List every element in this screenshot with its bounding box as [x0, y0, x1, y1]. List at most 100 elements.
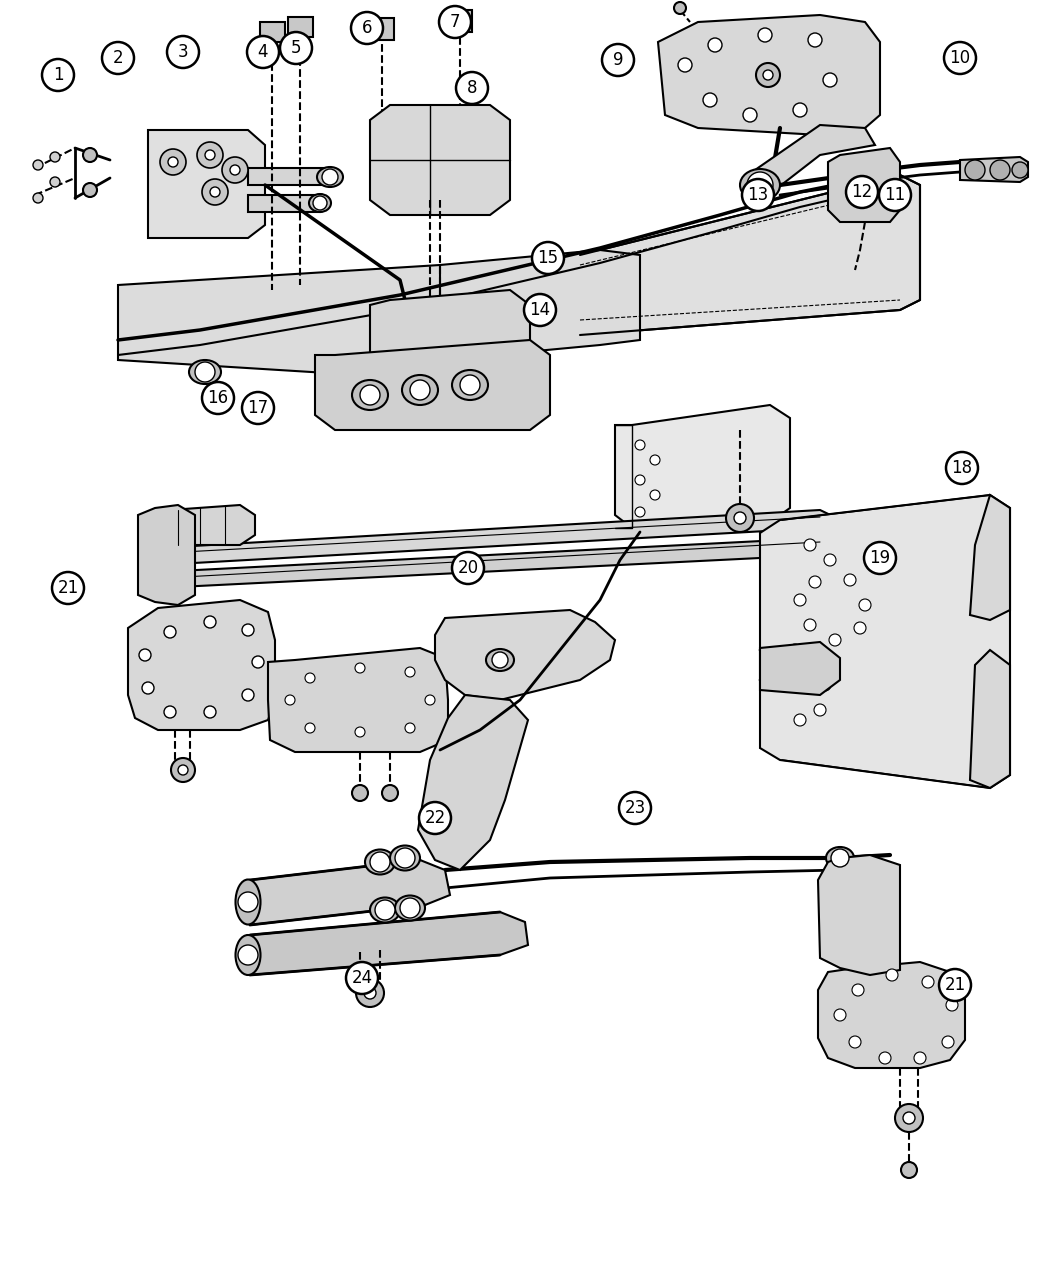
Ellipse shape [486, 649, 514, 671]
Ellipse shape [316, 167, 343, 187]
Bar [370, 18, 394, 39]
Circle shape [743, 108, 757, 122]
Circle shape [197, 143, 223, 168]
Circle shape [635, 475, 645, 485]
Circle shape [942, 1036, 954, 1048]
Circle shape [734, 512, 746, 524]
Circle shape [50, 177, 60, 187]
Circle shape [405, 723, 415, 733]
Circle shape [726, 504, 754, 532]
Circle shape [167, 36, 199, 67]
Bar [260, 22, 285, 42]
Circle shape [823, 73, 837, 87]
Circle shape [703, 93, 717, 107]
Circle shape [524, 294, 556, 326]
Circle shape [678, 59, 692, 73]
Text: 11: 11 [885, 186, 905, 204]
Circle shape [419, 802, 451, 834]
Ellipse shape [452, 370, 488, 400]
Text: 9: 9 [613, 51, 624, 69]
Circle shape [903, 1113, 915, 1124]
Circle shape [313, 196, 327, 210]
Circle shape [280, 32, 312, 64]
Circle shape [756, 62, 780, 87]
Circle shape [864, 542, 896, 574]
Circle shape [829, 634, 840, 645]
Text: 19: 19 [870, 549, 891, 566]
Circle shape [849, 1036, 861, 1048]
Circle shape [247, 36, 279, 67]
Polygon shape [128, 600, 275, 729]
Circle shape [844, 574, 856, 586]
Circle shape [946, 999, 958, 1011]
Polygon shape [370, 290, 530, 376]
Polygon shape [828, 148, 900, 222]
Ellipse shape [395, 895, 425, 920]
Circle shape [794, 594, 806, 606]
Circle shape [32, 160, 43, 171]
Polygon shape [250, 911, 528, 975]
Polygon shape [250, 861, 450, 925]
Polygon shape [418, 695, 528, 869]
Circle shape [650, 490, 660, 500]
Text: 4: 4 [258, 43, 268, 61]
Circle shape [939, 969, 971, 1001]
Text: 14: 14 [529, 300, 550, 320]
Circle shape [922, 976, 934, 988]
Circle shape [242, 624, 254, 636]
Circle shape [425, 695, 435, 705]
Text: 24: 24 [351, 969, 372, 987]
Circle shape [794, 714, 806, 726]
Circle shape [635, 507, 645, 517]
Circle shape [210, 187, 220, 197]
Circle shape [492, 652, 508, 668]
Circle shape [222, 157, 248, 183]
Polygon shape [138, 505, 195, 605]
Text: 20: 20 [457, 559, 479, 577]
Circle shape [1012, 162, 1028, 178]
Polygon shape [158, 538, 845, 588]
Circle shape [879, 179, 911, 211]
Circle shape [944, 42, 976, 74]
Circle shape [831, 849, 849, 867]
Circle shape [405, 667, 415, 677]
Polygon shape [970, 495, 1010, 620]
Circle shape [178, 765, 188, 775]
Circle shape [305, 723, 315, 733]
Circle shape [195, 362, 215, 382]
Circle shape [410, 381, 430, 400]
Circle shape [168, 157, 178, 167]
Circle shape [650, 454, 660, 465]
Text: 7: 7 [450, 13, 460, 31]
Circle shape [809, 575, 821, 588]
Circle shape [602, 45, 634, 76]
Circle shape [355, 663, 365, 673]
Ellipse shape [365, 849, 395, 875]
Circle shape [285, 695, 294, 705]
Circle shape [990, 160, 1010, 179]
Circle shape [846, 176, 878, 207]
Polygon shape [248, 195, 320, 213]
Text: 21: 21 [58, 579, 79, 597]
Circle shape [141, 682, 154, 694]
Circle shape [901, 1162, 917, 1178]
Circle shape [370, 852, 390, 872]
Text: 1: 1 [52, 66, 63, 84]
Polygon shape [370, 104, 510, 215]
Circle shape [383, 785, 398, 801]
Circle shape [395, 848, 415, 868]
Circle shape [793, 103, 807, 117]
Text: 13: 13 [747, 186, 768, 204]
Polygon shape [158, 505, 255, 545]
Polygon shape [615, 405, 790, 528]
Text: 21: 21 [944, 976, 965, 994]
Circle shape [708, 38, 722, 52]
Circle shape [619, 792, 651, 824]
Bar [447, 10, 472, 32]
Circle shape [205, 150, 215, 160]
Circle shape [808, 33, 822, 47]
Circle shape [814, 704, 826, 715]
Circle shape [818, 679, 831, 691]
Polygon shape [315, 340, 550, 430]
Circle shape [102, 42, 134, 74]
